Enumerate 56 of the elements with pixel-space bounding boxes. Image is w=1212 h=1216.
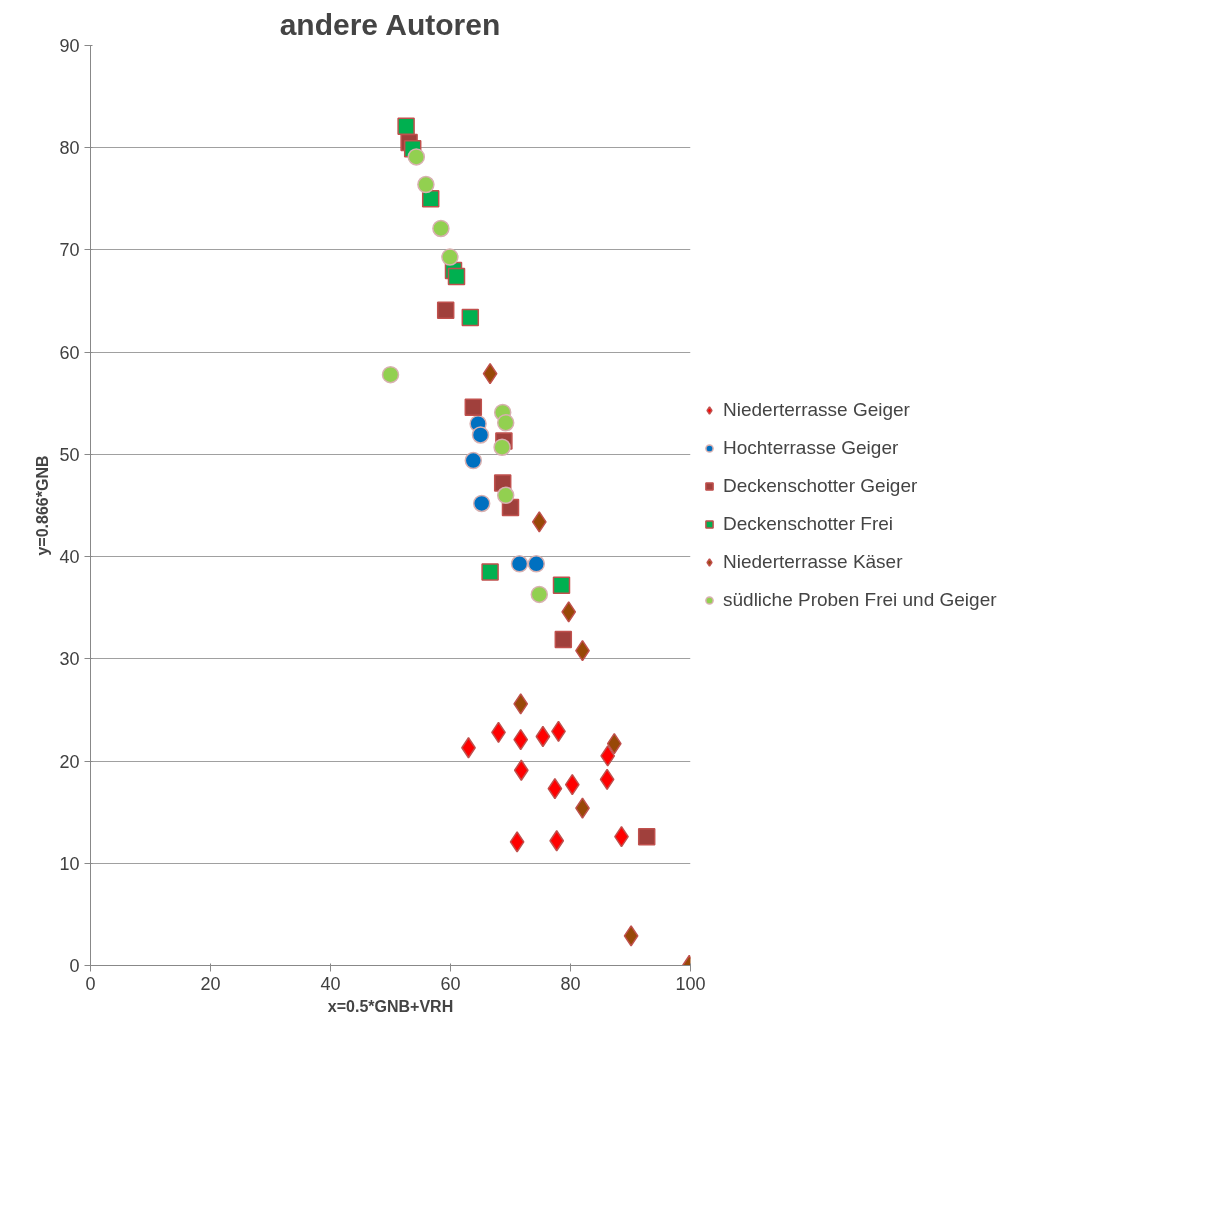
point bbox=[464, 398, 483, 417]
y-tick-label: 20 bbox=[59, 751, 80, 772]
y-tick-label: 80 bbox=[59, 138, 80, 159]
x-tick-label: 20 bbox=[200, 973, 221, 994]
point bbox=[461, 308, 480, 327]
point bbox=[549, 830, 565, 852]
point bbox=[496, 486, 515, 505]
y-tick-label: 60 bbox=[59, 342, 80, 363]
point bbox=[510, 555, 529, 573]
x-tick-label: 40 bbox=[320, 973, 341, 994]
point bbox=[481, 563, 499, 581]
point bbox=[600, 745, 616, 767]
x-axis-title: x=0.5*GNB+VRH bbox=[327, 997, 454, 1015]
point bbox=[496, 413, 515, 432]
point bbox=[421, 190, 440, 208]
point bbox=[397, 117, 415, 136]
y-tick-label: 30 bbox=[59, 649, 80, 670]
legend-label: Hochterrasse Geiger bbox=[723, 437, 899, 459]
point bbox=[447, 267, 466, 286]
x-tick-label: 0 bbox=[85, 973, 96, 994]
y-tick-label: 0 bbox=[69, 956, 80, 976]
y-axis-title: y=0.866*GNB bbox=[34, 455, 52, 556]
point bbox=[623, 925, 639, 947]
point bbox=[493, 438, 511, 456]
y-tick-label: 40 bbox=[59, 547, 80, 568]
point bbox=[561, 601, 577, 623]
point bbox=[407, 148, 426, 166]
point bbox=[432, 219, 450, 238]
point bbox=[554, 630, 573, 649]
point bbox=[552, 576, 571, 594]
y-tick-label: 10 bbox=[59, 853, 80, 874]
point bbox=[441, 248, 459, 266]
y-tick-label: 70 bbox=[59, 240, 80, 261]
legend-label: Niederterrasse Käser bbox=[723, 551, 903, 573]
point bbox=[436, 301, 455, 320]
point bbox=[530, 585, 549, 604]
chart-title: andere Autoren bbox=[279, 7, 501, 41]
legend-label: Niederterrasse Geiger bbox=[723, 399, 910, 421]
x-tick-label: 100 bbox=[675, 973, 706, 994]
point bbox=[464, 451, 483, 470]
point bbox=[472, 494, 491, 513]
y-tick-label: 90 bbox=[59, 36, 80, 56]
point bbox=[513, 693, 529, 715]
point bbox=[637, 827, 656, 846]
x-tick-label: 60 bbox=[440, 973, 461, 994]
y-tick-label: 50 bbox=[59, 444, 80, 465]
point bbox=[381, 365, 400, 384]
point bbox=[509, 831, 525, 853]
point bbox=[527, 555, 546, 573]
legend-label: südliche Proben Frei und Geiger bbox=[723, 589, 997, 611]
point bbox=[531, 511, 547, 533]
legend-label: Deckenschotter Frei bbox=[723, 513, 894, 535]
point bbox=[471, 426, 490, 444]
point bbox=[417, 175, 435, 194]
x-tick-label: 80 bbox=[560, 973, 581, 994]
legend-label: Deckenschotter Geiger bbox=[723, 475, 918, 497]
